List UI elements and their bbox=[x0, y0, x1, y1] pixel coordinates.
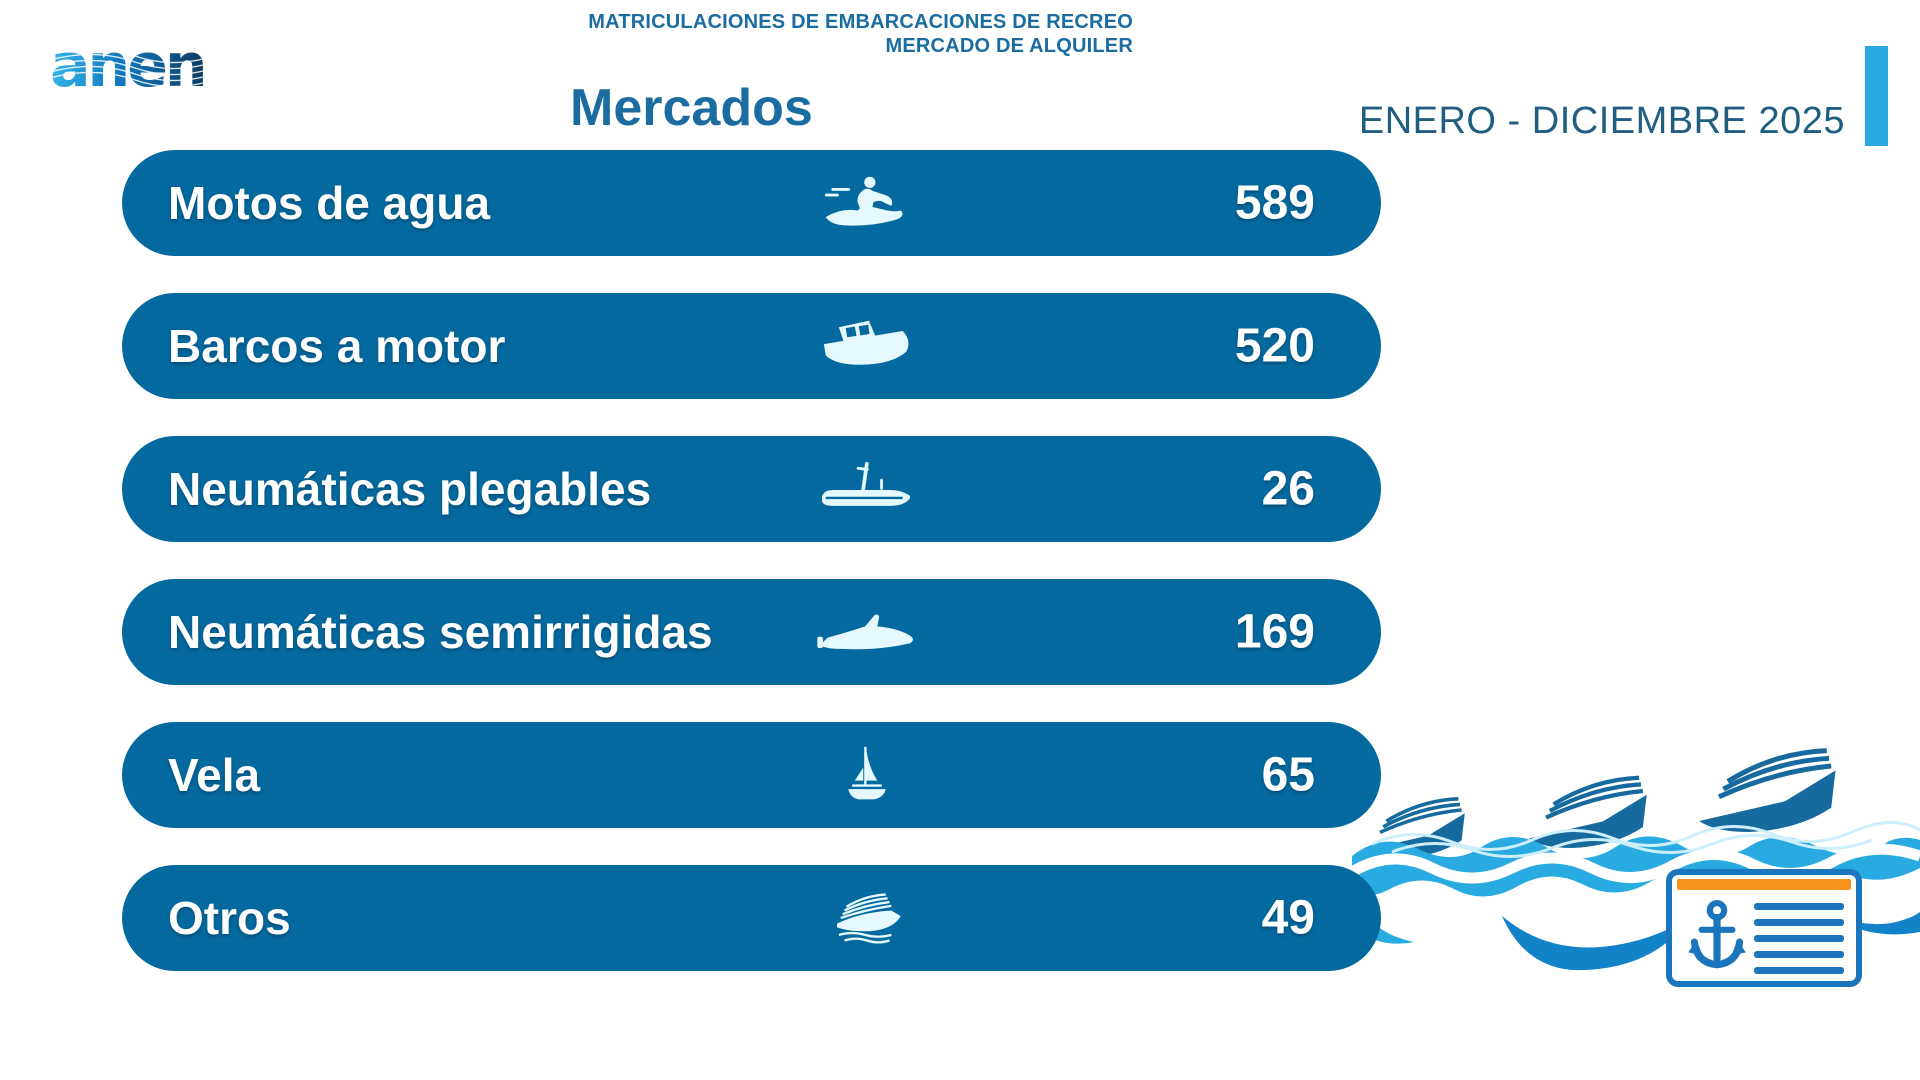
jet-ski-icon bbox=[782, 171, 952, 235]
market-row: Barcos a motor 520 bbox=[122, 293, 1381, 399]
market-label: Neumáticas semirrigidas bbox=[168, 606, 713, 658]
market-value: 26 bbox=[1261, 462, 1315, 516]
market-row: Vela 65 bbox=[122, 722, 1381, 828]
market-label: Neumáticas plegables bbox=[168, 463, 652, 515]
anen-logo-text: anen bbox=[50, 31, 205, 98]
market-value: 589 bbox=[1234, 176, 1315, 230]
rib-boat-icon bbox=[782, 600, 952, 664]
document-text-lines bbox=[1754, 903, 1844, 983]
sailboat-icon bbox=[782, 743, 952, 807]
market-value: 169 bbox=[1234, 605, 1315, 659]
motorboat-icon bbox=[782, 314, 952, 378]
market-row: Neumáticas semirrigidas 169 bbox=[122, 579, 1381, 685]
waves-boats-illustration bbox=[1352, 748, 1920, 971]
document-topbar bbox=[1677, 879, 1851, 890]
section-title: Mercados bbox=[570, 79, 813, 137]
report-title-line2: MERCADO DE ALQUILER bbox=[885, 35, 1133, 57]
market-row: Motos de agua 589 bbox=[122, 150, 1381, 256]
market-label: Barcos a motor bbox=[168, 320, 506, 372]
anen-logo: anen anen bbox=[50, 28, 220, 101]
market-value: 49 bbox=[1261, 891, 1315, 945]
yacht-icon bbox=[782, 886, 952, 950]
report-title-line1: MATRICULACIONES DE EMBARCACIONES DE RECR… bbox=[588, 11, 1133, 33]
period-label: ENERO - DICIEMBRE 2025 bbox=[1358, 100, 1845, 142]
accent-bar bbox=[1865, 46, 1888, 146]
market-label: Otros bbox=[168, 892, 291, 944]
market-label: Motos de agua bbox=[168, 177, 491, 229]
market-label: Vela bbox=[168, 749, 261, 801]
anchor-document-icon bbox=[1666, 869, 1862, 987]
report-header: MATRICULACIONES DE EMBARCACIONES DE RECR… bbox=[588, 10, 1133, 58]
market-value: 520 bbox=[1234, 319, 1315, 373]
market-row: Neumáticas plegables 26 bbox=[122, 436, 1381, 542]
anchor-icon bbox=[1688, 900, 1746, 969]
anen-logo-icon: anen anen bbox=[50, 31, 208, 101]
market-value: 65 bbox=[1261, 748, 1315, 802]
market-row: Otros 49 bbox=[122, 865, 1381, 971]
inflatable-boat-icon bbox=[782, 457, 952, 521]
market-rows: Motos de agua 589 Barcos a motor 520 Neu… bbox=[122, 150, 1381, 1008]
